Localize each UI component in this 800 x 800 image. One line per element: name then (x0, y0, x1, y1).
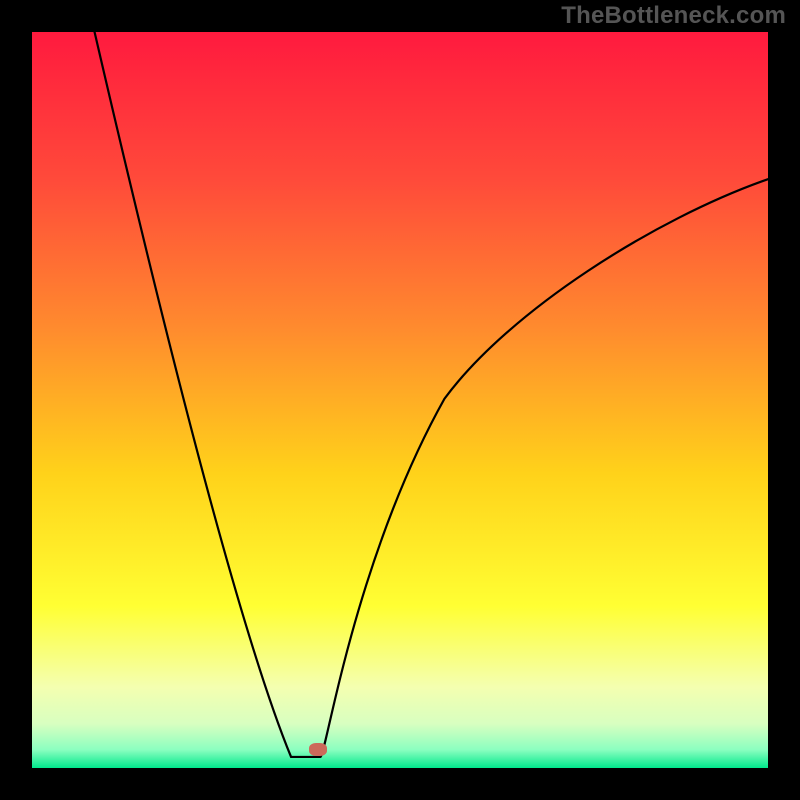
curve-path (95, 32, 768, 757)
optimum-marker (309, 743, 327, 756)
outer-frame: TheBottleneck.com (0, 0, 800, 800)
plot-area (32, 32, 768, 768)
bottleneck-curve (32, 32, 768, 768)
watermark-text: TheBottleneck.com (561, 2, 786, 30)
